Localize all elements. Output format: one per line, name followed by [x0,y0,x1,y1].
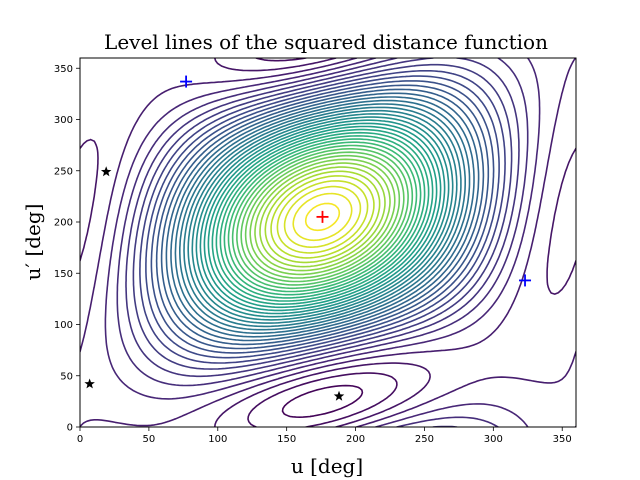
contour-level-line [187,109,458,324]
y-tick-label: 350 [54,64,73,75]
saddle-star-marker [333,390,345,401]
y-tick-label: 100 [54,320,73,331]
contour-level-line [165,92,480,342]
contour-level-line [249,158,396,276]
x-tick-label: 0 [77,434,83,445]
x-tick-label: 50 [143,434,156,445]
x-axis: 0 50 100 150 200 250 300 350 [77,427,572,445]
contour-level-line [183,106,462,328]
contour-level-line [270,175,375,259]
y-tick-label: 200 [54,218,73,229]
contour-level-line [199,119,446,315]
contour-level-line [170,96,475,338]
saddle-star-marker [100,166,112,177]
contour-level-line [264,170,381,264]
contour-level-line [247,58,398,427]
contour-level-line [179,103,466,331]
contour-level-line [304,202,341,232]
contour-level-line [203,122,442,312]
contour-level-line [155,84,490,350]
y-tick-label: 300 [54,115,73,126]
x-tick-label: 200 [346,434,365,445]
x-tick-label: 350 [553,434,572,445]
contour-level-line [244,154,401,279]
y-tick-label: 150 [54,269,73,280]
y-tick-label: 250 [54,166,73,177]
contour-level-line [276,180,369,254]
x-tick-label: 250 [415,434,434,445]
x-tick-label: 300 [484,434,503,445]
contour-level-line [236,148,409,286]
minimum-marker [180,75,193,88]
contour-level-line [240,151,405,283]
contour-lines [80,58,576,427]
y-tick-label: 50 [60,371,73,382]
minimum-marker [519,274,532,287]
x-tick-label: 100 [208,434,227,445]
saddle-star-marker [84,378,95,389]
y-axis-label: u′ [deg] [21,204,45,281]
contour-level-line [150,80,495,354]
maximum-marker [316,210,329,223]
contour-level-line [223,138,422,296]
y-tick-label: 0 [67,423,73,434]
contour-level-line [80,58,576,427]
y-axis: 0 50 100 150 200 250 300 350 [54,64,80,434]
plot-frame [79,57,577,428]
contour-level-line [132,63,513,370]
x-axis-label: u [deg] [291,454,363,478]
contour-level-line [80,58,576,427]
critical-point-markers [84,75,532,401]
x-tick-label: 150 [277,434,296,445]
contour-level-line [174,99,471,334]
contour-level-line [160,88,485,346]
chart-title: Level lines of the squared distance func… [104,30,548,54]
contour-level-line [215,131,430,302]
contour-level-line [211,128,434,305]
contour-level-line [259,166,386,268]
contour-level-line [207,125,438,309]
contour-level-line [231,144,414,290]
contour-level-line [281,384,364,418]
contour-level-line [254,162,391,272]
contour-level-line [283,185,362,248]
contour-level-line [227,141,418,293]
contour-level-line [145,75,500,359]
contour-level-line [191,113,454,321]
contour-level-line [195,116,450,318]
contour-level-line [139,70,506,364]
contour-level-line [219,135,426,299]
contour-level-line [292,192,353,242]
